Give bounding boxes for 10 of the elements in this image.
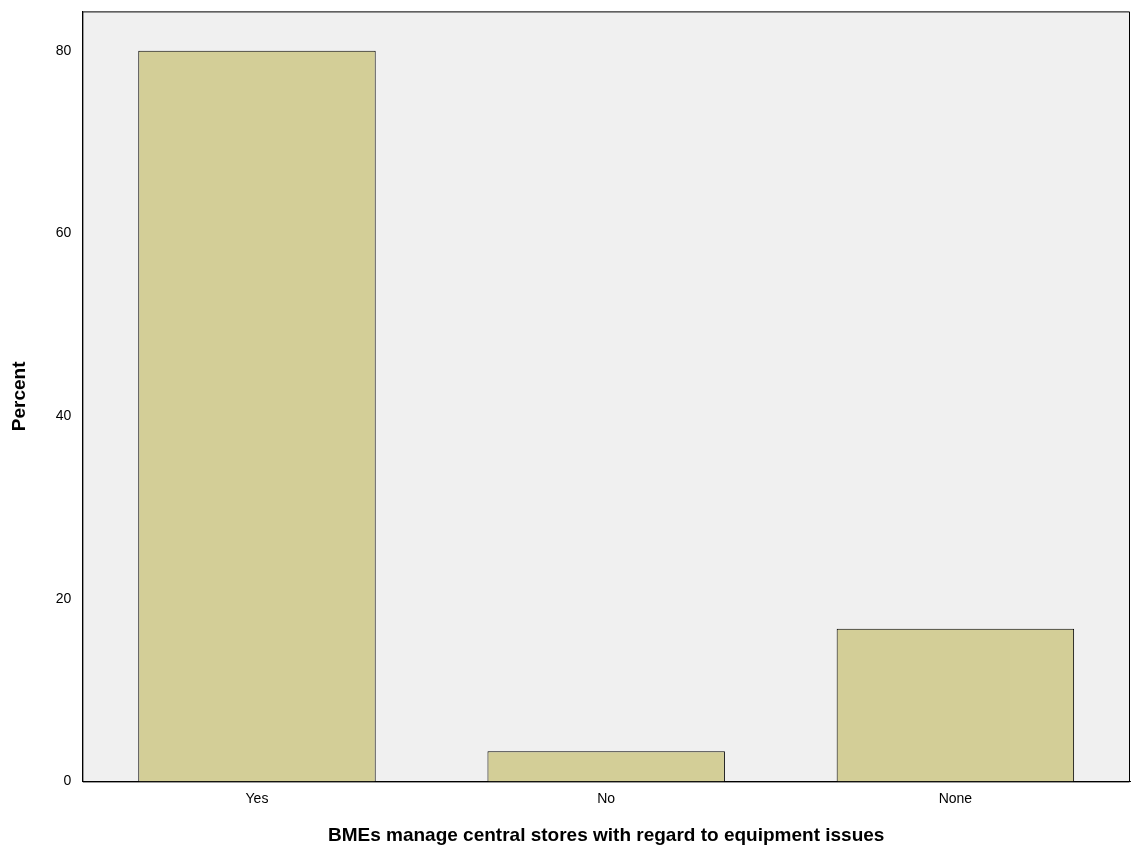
x-axis-title: BMEs manage central stores with regard to equipment issues (327, 823, 885, 845)
y-tick-label: 20 (55, 589, 72, 606)
x-tick-label: No (597, 789, 616, 806)
x-tick-label: Yes (245, 789, 269, 806)
y-tick-label: 80 (55, 41, 72, 58)
x-tick-label: None (938, 789, 973, 806)
y-axis-title: Percent (7, 360, 29, 432)
y-tick-label: 40 (55, 406, 72, 423)
y-tick-label: 60 (55, 224, 72, 241)
y-tick-label: 0 (63, 772, 72, 789)
